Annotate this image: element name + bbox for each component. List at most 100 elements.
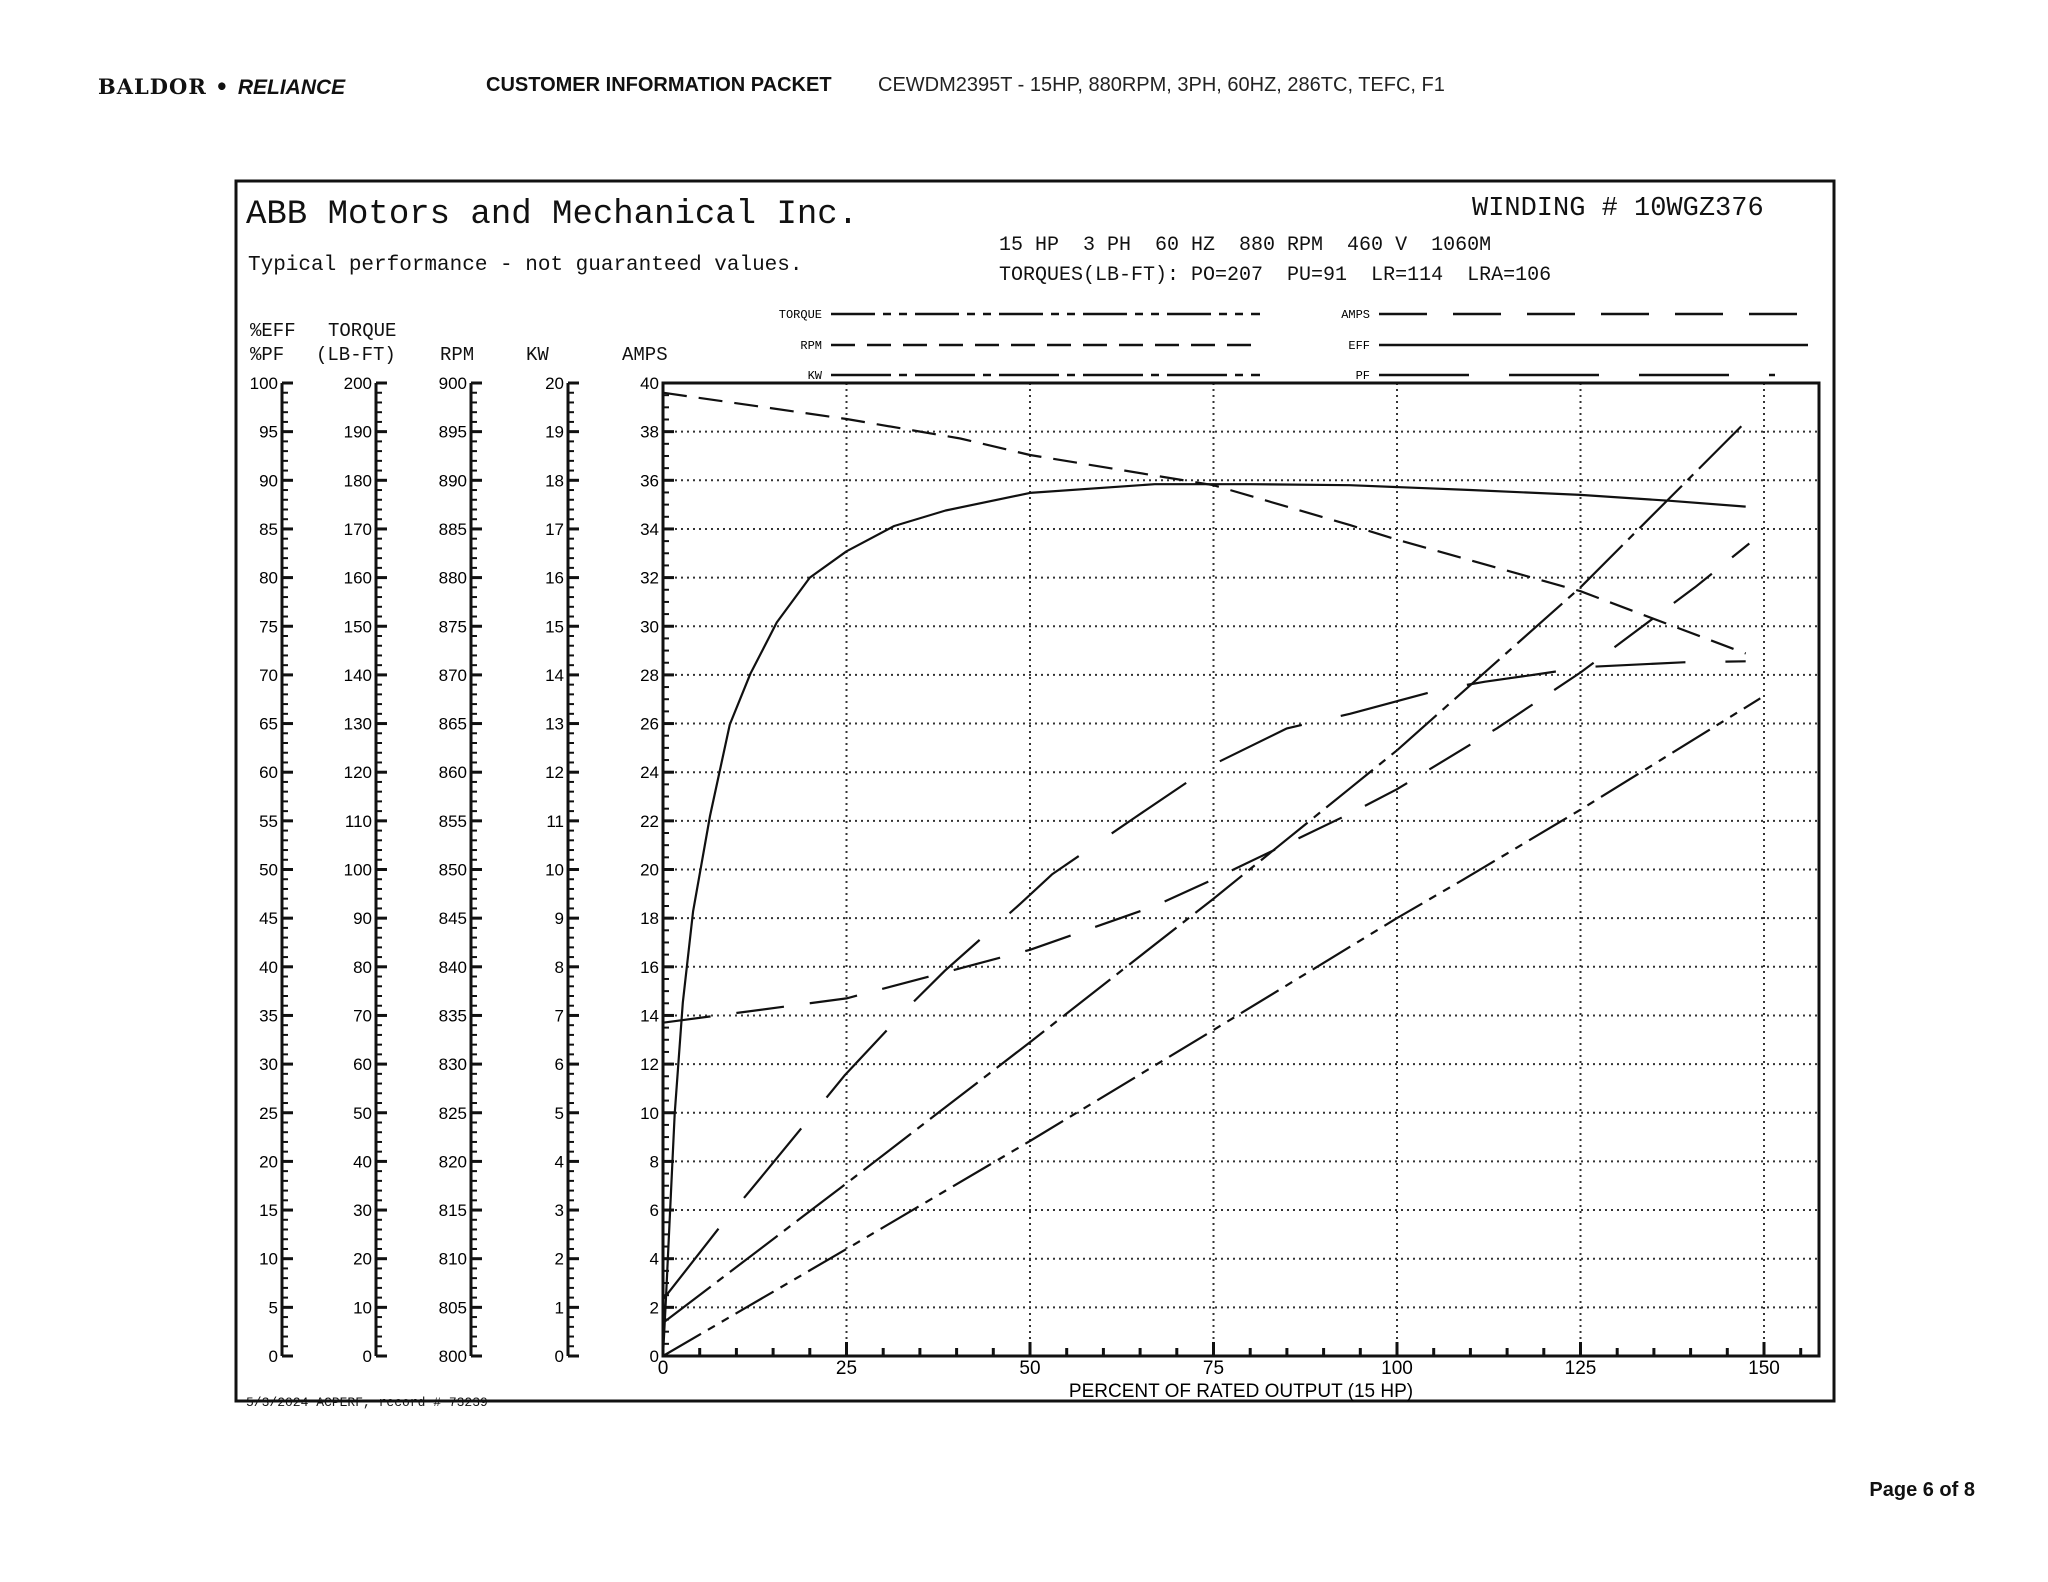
rpm-tick-label: 875 (439, 617, 467, 636)
torque-tick-label: 50 (353, 1104, 372, 1123)
legend-label-amps: AMPS (1341, 308, 1370, 322)
kw-tick-label: 7 (555, 1006, 564, 1025)
amps-tick-label: 24 (640, 763, 659, 782)
eff_pf-tick-label: 30 (259, 1055, 278, 1074)
col-header-eff: %EFF (250, 320, 296, 342)
amps-tick-label: 0 (650, 1347, 659, 1366)
amps-tick-label: 34 (640, 520, 659, 539)
col-header-pf: %PF (250, 344, 285, 366)
torque-tick-label: 110 (345, 812, 372, 831)
eff_pf-tick-label: 35 (259, 1006, 278, 1025)
x-tick-label: 125 (1565, 1358, 1597, 1379)
logo-text: BALDOR (98, 74, 207, 99)
legend-label-kw: KW (808, 369, 823, 383)
rpm-tick-label: 820 (439, 1152, 467, 1171)
kw-tick-label: 11 (546, 812, 564, 831)
torque-tick-label: 80 (353, 958, 372, 977)
typical-note: Typical performance - not guaranteed val… (248, 254, 803, 277)
torque-tick-label: 130 (344, 715, 372, 734)
amps-tick-label: 16 (640, 958, 659, 977)
eff_pf-tick-label: 50 (259, 861, 278, 880)
torque-tick-label: 100 (344, 861, 372, 880)
kw-tick-label: 18 (545, 471, 564, 490)
kw-tick-label: 5 (555, 1104, 564, 1123)
company-name: ABB Motors and Mechanical Inc. (246, 196, 859, 234)
torque-tick-label: 180 (344, 471, 372, 490)
col-header-torque: TORQUE (328, 320, 397, 342)
logo-text-2: RELIANCE (237, 76, 346, 99)
legend-label-eff: EFF (1348, 339, 1370, 353)
amps-tick-label: 38 (640, 423, 659, 442)
rpm-tick-label: 870 (439, 666, 467, 685)
eff_pf-tick-label: 80 (259, 569, 278, 588)
kw-tick-label: 4 (555, 1152, 564, 1171)
amps-tick-label: 40 (640, 374, 659, 393)
kw-tick-label: 12 (545, 763, 564, 782)
x-axis-label: PERCENT OF RATED OUTPUT (15 HP) (1069, 1381, 1413, 1402)
torque-tick-label: 160 (344, 569, 372, 588)
torque-tick-label: 120 (344, 763, 372, 782)
kw-tick-label: 8 (555, 958, 564, 977)
amps-tick-label: 2 (650, 1298, 659, 1317)
col-header-kw: KW (526, 344, 549, 366)
col-header-amps: AMPS (622, 344, 668, 366)
rpm-tick-label: 840 (439, 958, 467, 977)
motor-description: CEWDM2395T - 15HP, 880RPM, 3PH, 60HZ, 28… (878, 74, 1445, 96)
amps-tick-label: 4 (650, 1250, 659, 1269)
rpm-tick-label: 835 (439, 1006, 467, 1025)
plot-area (661, 381, 1821, 1358)
eff_pf-tick-label: 90 (259, 471, 278, 490)
rpm-tick-label: 845 (439, 909, 467, 928)
series-line-torque (662, 697, 1761, 1357)
rpm-tick-label: 800 (439, 1347, 467, 1366)
amps-tick-label: 14 (640, 1006, 659, 1025)
packet-title: CUSTOMER INFORMATION PACKET (486, 74, 832, 96)
eff_pf-tick-label: 25 (259, 1104, 278, 1123)
series-line-eff (661, 483, 1746, 1357)
torque-tick-label: 90 (353, 909, 372, 928)
kw-tick-label: 6 (555, 1055, 564, 1074)
rpm-tick-label: 895 (439, 423, 467, 442)
amps-tick-label: 20 (640, 861, 659, 880)
rpm-tick-label: 850 (439, 861, 467, 880)
eff_pf-tick-label: 100 (250, 374, 278, 393)
torque-tick-label: 10 (353, 1298, 372, 1317)
rpm-tick-label: 815 (439, 1201, 467, 1220)
col-header-torque-unit: (LB-FT) (316, 344, 396, 366)
amps-tick-label: 26 (640, 715, 659, 734)
eff_pf-tick-label: 95 (259, 423, 278, 442)
torque-tick-label: 60 (353, 1055, 372, 1074)
kw-tick-label: 9 (555, 909, 564, 928)
torque-tick-label: 170 (344, 520, 372, 539)
rpm-tick-label: 885 (439, 520, 467, 539)
amps-tick-label: 32 (640, 569, 659, 588)
rpm-tick-label: 855 (439, 812, 467, 831)
amps-tick-label: 10 (640, 1104, 659, 1123)
torque-tick-label: 0 (363, 1347, 372, 1366)
amps-tick-label: 30 (640, 617, 659, 636)
torque-tick-label: 200 (344, 374, 372, 393)
rpm-tick-label: 900 (439, 374, 467, 393)
rpm-tick-label: 810 (439, 1250, 467, 1269)
eff_pf-tick-label: 10 (259, 1250, 278, 1269)
amps-tick-label: 22 (640, 812, 659, 831)
rpm-tick-label: 880 (439, 569, 467, 588)
baldor-reliance-logo: BALDOR • RELIANCE (98, 74, 346, 99)
rpm-tick-label: 825 (439, 1104, 467, 1123)
kw-tick-label: 1 (555, 1298, 564, 1317)
eff_pf-tick-label: 45 (259, 909, 278, 928)
torque-tick-label: 30 (353, 1201, 372, 1220)
eff_pf-tick-label: 60 (259, 763, 278, 782)
kw-tick-label: 16 (545, 569, 564, 588)
eff_pf-tick-label: 0 (269, 1347, 278, 1366)
motor-specs: 15 HP 3 PH 60 HZ 880 RPM 460 V 1060M (999, 234, 1492, 257)
kw-tick-label: 14 (545, 666, 564, 685)
amps-tick-label: 36 (640, 471, 659, 490)
x-tick-label: 100 (1381, 1358, 1413, 1379)
torque-tick-label: 70 (353, 1006, 372, 1025)
amps-tick-label: 18 (640, 909, 659, 928)
rpm-tick-label: 805 (439, 1298, 467, 1317)
chart-frame (234, 179, 1836, 1403)
